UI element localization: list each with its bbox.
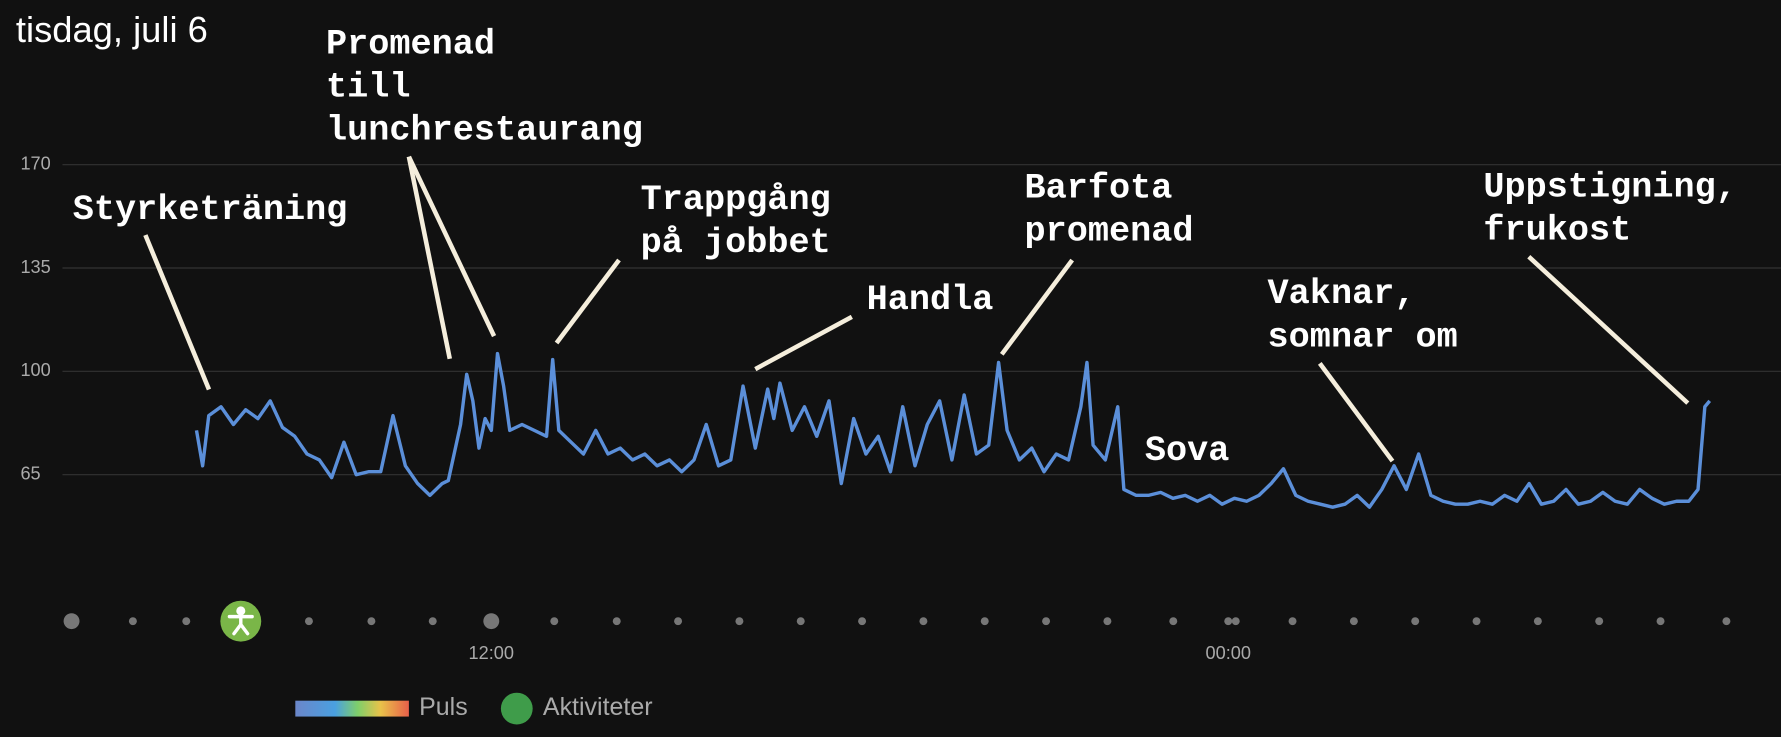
timeline-dot	[1722, 617, 1731, 626]
annotation-line	[143, 234, 212, 391]
timeline-dot	[1472, 617, 1481, 626]
title: tisdag, juli 6	[15, 9, 208, 50]
timeline-dot	[1169, 617, 1178, 626]
timeline-dot	[1533, 617, 1542, 626]
annotation-line	[754, 314, 853, 372]
legend-swatch	[500, 692, 533, 725]
timeline-dot	[919, 617, 928, 626]
x-tick-label: 00:00	[1206, 643, 1251, 663]
timeline-dot	[1231, 617, 1240, 626]
timeline-dot	[796, 617, 805, 626]
annotation: Styrketräning	[72, 190, 348, 231]
heart-rate-line	[194, 351, 1712, 509]
timeline-dot	[980, 617, 989, 626]
annotation: Trappgång på jobbet	[640, 180, 831, 264]
timeline-dot	[367, 617, 376, 626]
timeline-dot	[674, 617, 683, 626]
timeline-dot	[1656, 617, 1665, 626]
x-tick-mark	[1224, 617, 1233, 626]
timeline-dot	[1288, 617, 1297, 626]
annotation: Barfota promenad	[1024, 169, 1194, 253]
legend-label: Puls	[419, 693, 468, 721]
y-tick-label: 65	[20, 463, 40, 483]
timeline-dot	[858, 617, 867, 626]
legend-swatch	[295, 700, 409, 717]
annotation-line	[554, 258, 621, 345]
annotation: Handla	[866, 280, 994, 321]
timeline-dot	[1042, 617, 1051, 626]
annotation-line	[406, 155, 497, 338]
annotation-line	[1317, 362, 1395, 463]
annotation-line	[1527, 254, 1690, 405]
x-tick-mark	[483, 613, 500, 630]
annotation: Vaknar, somnar om	[1267, 274, 1458, 358]
timeline-dot	[428, 617, 437, 626]
annotation: Promenad till lunchrestaurang	[325, 24, 643, 152]
timeline-dot	[550, 617, 559, 626]
timeline-dot	[612, 617, 621, 626]
annotation-line	[999, 258, 1075, 356]
timeline-dot	[304, 617, 313, 626]
timeline-dot	[1349, 617, 1358, 626]
timeline-dot	[182, 617, 191, 626]
legend-label: Aktiviteter	[543, 693, 653, 721]
activity-figure	[227, 606, 254, 636]
y-tick-label: 100	[20, 360, 50, 380]
y-tick-label: 135	[20, 257, 50, 277]
timeline-dot	[1103, 617, 1112, 626]
timeline-dot	[1595, 617, 1604, 626]
timeline-dot	[128, 617, 137, 626]
timeline-dot	[63, 613, 80, 630]
annotation-line	[406, 156, 453, 360]
timeline-dot	[735, 617, 744, 626]
annotation: Uppstigning, frukost	[1483, 168, 1737, 251]
timeline-dot	[1411, 617, 1420, 626]
annotation: Sova	[1144, 431, 1230, 472]
x-tick-label: 12:00	[469, 643, 514, 663]
y-tick-label: 170	[20, 153, 50, 173]
